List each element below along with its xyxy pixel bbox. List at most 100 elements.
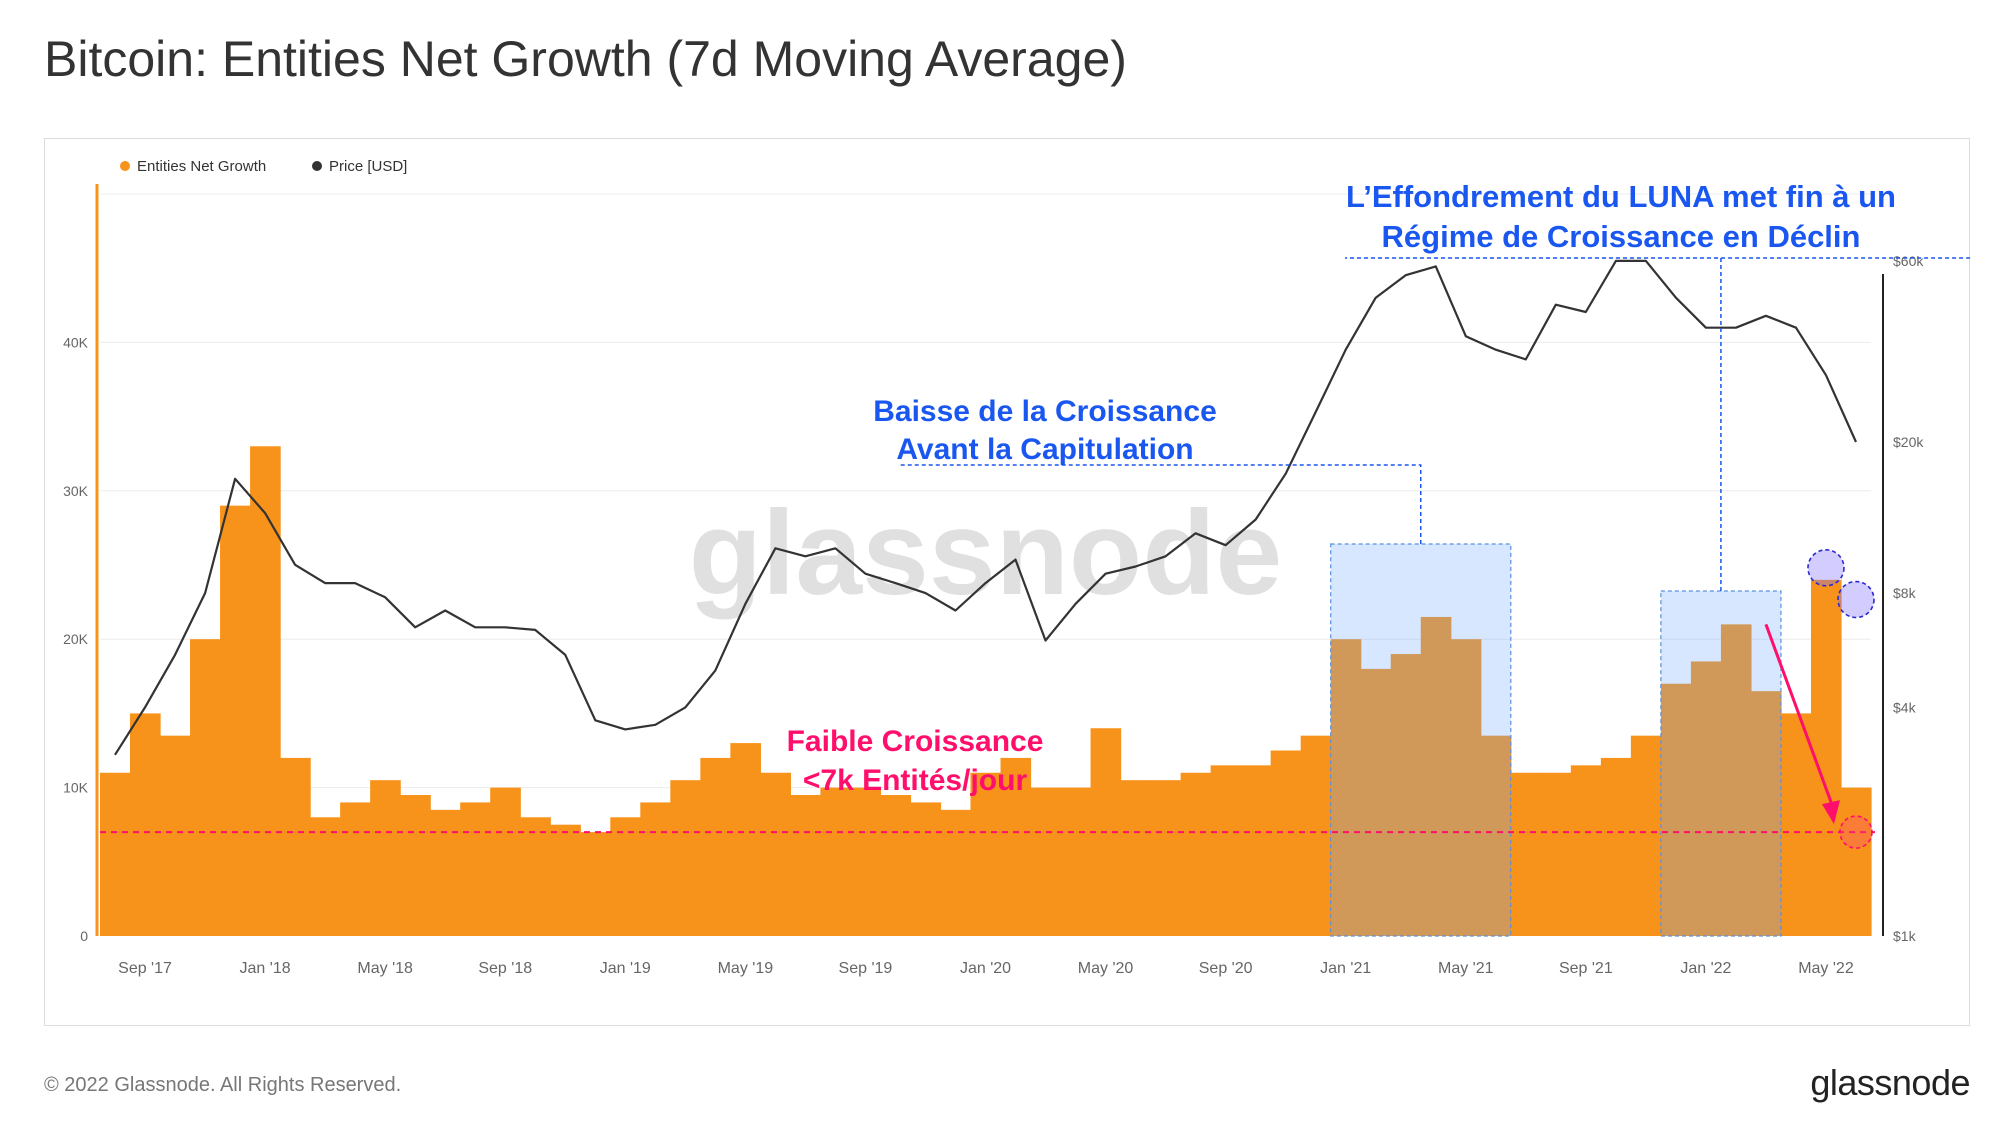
annotation-luna-line2: Régime de Croissance en Déclin [1382,219,1861,254]
y-left-tick-label: 10K [63,780,89,796]
bar [940,809,972,936]
bar [1300,735,1332,936]
y-left-tick-label: 20K [63,631,89,647]
bar [970,772,1002,936]
bar [430,809,461,936]
bar [220,505,251,936]
bar [580,832,611,936]
bar [1210,765,1242,936]
y-right-tick-label: $60k [1893,253,1924,269]
brand-logo: glassnode [1810,1062,1970,1103]
x-tick-label: May '20 [1078,960,1134,977]
bar [1030,787,1062,936]
bar [1150,780,1182,936]
bar [730,743,761,936]
chart-frame: glassnode 0 10K 20K 30K 40K $1k $4k $8k $20k $60k S… [44,138,1971,1026]
bar [640,802,671,936]
x-tick-label: Jan '18 [240,960,291,977]
bar [1510,772,1542,936]
bar [100,772,131,936]
x-tick-label: Jan '19 [600,960,651,977]
x-tick-label: Jan '21 [1320,960,1371,977]
bar [1180,772,1212,936]
bar [1750,691,1782,936]
bar [1450,639,1482,936]
bar [550,824,581,936]
bar [520,817,551,936]
y-right-tick-label: $8k [1893,585,1917,601]
bar [130,713,161,936]
bar [1690,661,1722,936]
low-marker [1839,815,1873,849]
x-tick-label: May '19 [718,960,774,977]
legend-label-growth: Entities Net Growth [137,158,266,175]
bar [1480,735,1512,936]
copyright-text: © 2022 Glassnode. All Rights Reserved. [44,1074,402,1096]
bar [610,817,641,936]
bar [1000,757,1032,936]
y-left-tick-label: 0 [80,928,88,944]
y-right-tick-label: $1k [1893,928,1917,944]
peak-marker-2 [1837,580,1875,619]
decline-arrow-head [1821,800,1840,825]
y-right-tick-label: $20k [1893,434,1924,450]
bar [1360,668,1392,936]
x-tick-label: Sep '21 [1559,960,1613,977]
bar [490,787,521,936]
bar [1660,683,1692,936]
annotation-low-growth-line1: Faible Croissance [787,725,1044,758]
bar [160,735,191,936]
y-right-tick-label: $4k [1893,699,1917,715]
annotation-decline-line1: Baisse de la Croissance [873,395,1217,428]
x-tick-label: May '22 [1798,960,1854,977]
bar [190,639,221,936]
legend-swatch-price [312,161,322,171]
bar [1240,765,1272,936]
bar [1390,654,1422,936]
bar [1270,750,1302,936]
x-tick-label: Jan '22 [1680,960,1731,977]
annotation-low-growth-line2: <7k Entités/jour [803,764,1028,797]
annotation-decline-line2: Avant la Capitulation [896,433,1193,466]
bar [910,802,942,936]
bar [460,802,491,936]
x-tick-label: May '18 [357,960,413,977]
bar [370,780,401,936]
highlight-box-growth-decline [1330,543,1512,937]
bar [1720,624,1752,936]
bar [880,795,912,936]
bar [700,757,731,936]
price-line [114,259,1858,756]
x-tick-label: May '21 [1438,960,1494,977]
bar [1840,787,1872,936]
bar [760,772,791,936]
legend-label-price: Price [USD] [329,158,407,175]
bar [250,446,281,936]
bar [670,780,701,936]
bar [1420,616,1452,936]
peak-marker-1 [1807,549,1845,587]
bar [280,757,311,936]
legend-swatch-growth [120,161,130,171]
bar [310,817,341,936]
decline-arrow-line [1764,623,1836,811]
bar [1540,772,1572,936]
chart-svg: glassnode 0 10K 20K 30K 40K $1k $4k $8k $20k $60k S… [63,158,1971,977]
x-tick-label: Sep '17 [118,960,172,977]
bar [1630,735,1662,936]
x-tick-label: Sep '19 [839,960,893,977]
bar [400,795,431,936]
highlight-box-luna [1660,590,1782,937]
bar [850,787,882,936]
x-tick-label: Sep '20 [1199,960,1253,977]
bar [1060,787,1092,936]
bar [1120,780,1152,936]
x-tick-label: Jan '20 [960,960,1011,977]
bar [340,802,371,936]
y-left-tick-label: 40K [63,334,89,350]
annotation-luna-line1: L’Effondrement du LUNA met fin à un [1346,179,1896,214]
page-title: Bitcoin: Entities Net Growth (7d Moving … [44,31,1127,87]
bar [1330,639,1362,936]
bar [1600,757,1632,936]
watermark-text: glassnode [689,486,1283,620]
